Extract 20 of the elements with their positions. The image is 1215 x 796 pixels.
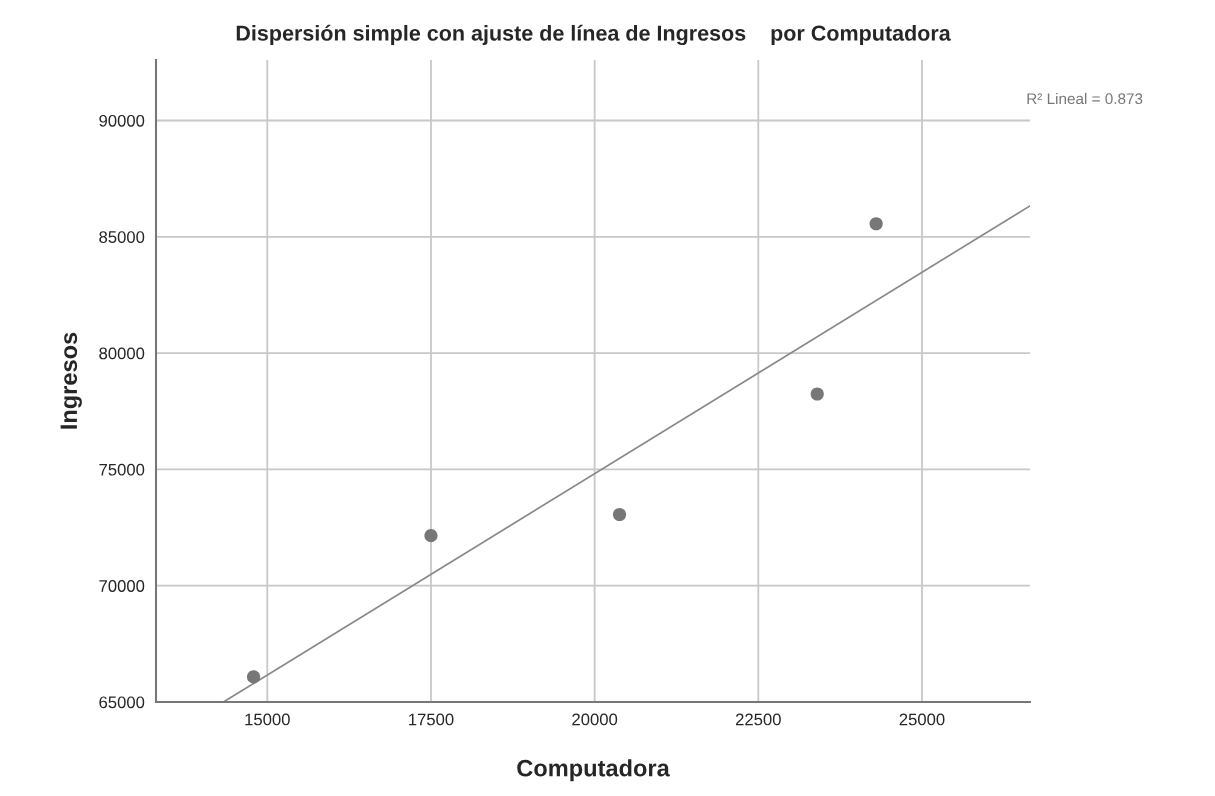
y-tick-label: 75000: [99, 463, 145, 476]
x-tick-label: 25000: [899, 713, 945, 726]
annotation: R² Lineal = 0.873: [1027, 92, 1143, 105]
chart-title: Dispersión simple con ajuste de línea de Ingresos por Computadora: [236, 24, 951, 46]
y-tick-label: 70000: [99, 580, 145, 592]
x-tick-label: 17500: [409, 713, 454, 726]
x-tick-label: 15000: [245, 713, 290, 726]
y-axis-title: Ingresos: [60, 332, 82, 429]
point: [424, 529, 438, 543]
y-tick-label: 65000: [99, 696, 145, 709]
x-tick-label: 20000: [572, 713, 618, 726]
point: [810, 387, 824, 401]
x-axis-title: Computadora: [517, 759, 670, 782]
y-tick-label: 80000: [99, 347, 145, 360]
x-tick-label: 22500: [735, 713, 781, 726]
y-tick-label: 85000: [99, 231, 145, 243]
point: [612, 507, 627, 522]
point: [246, 670, 261, 684]
point: [869, 217, 883, 231]
y-tick-label: 90000: [99, 114, 145, 127]
